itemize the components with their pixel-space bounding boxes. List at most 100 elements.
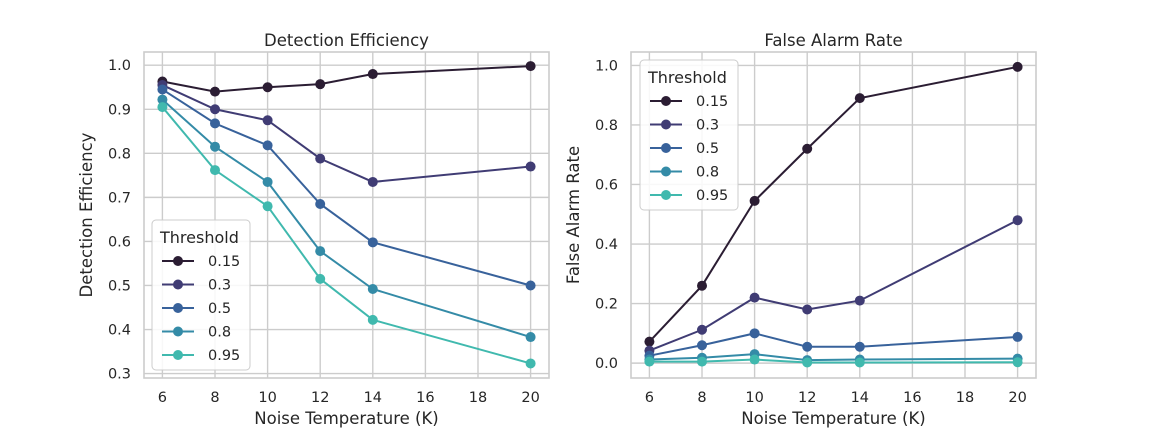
data-point-0.95 <box>749 354 760 365</box>
data-point-0.3 <box>210 104 221 115</box>
legend-label: 0.95 <box>696 188 728 204</box>
data-point-0.15 <box>749 195 760 206</box>
data-point-0.5 <box>315 198 326 209</box>
data-point-0.95 <box>157 102 168 113</box>
legend-marker <box>173 350 183 360</box>
data-point-0.95 <box>697 356 708 367</box>
data-point-0.3 <box>802 304 813 315</box>
y-axis-label: False Alarm Rate <box>564 146 583 284</box>
data-point-0.5 <box>802 341 813 352</box>
series-line-0.15 <box>648 65 1018 343</box>
series-line-0.8 <box>649 353 1018 362</box>
x-tick-label: 6 <box>645 390 654 406</box>
legend-label: 0.95 <box>208 348 240 364</box>
legend-marker <box>173 303 183 313</box>
legend-label: 0.15 <box>696 94 728 110</box>
y-tick-label: 0.2 <box>595 297 618 313</box>
legend-marker <box>661 190 671 200</box>
data-point-0.8 <box>367 284 378 295</box>
series-line-0.95 <box>161 106 531 365</box>
legend-label: 0.5 <box>208 301 231 317</box>
data-point-0.8 <box>525 332 536 343</box>
x-axis-label: Noise Temperature (K) <box>254 409 438 428</box>
x-tick-label: 18 <box>956 390 974 406</box>
x-tick-label: 20 <box>521 390 539 406</box>
y-tick-label: 0.8 <box>595 118 618 134</box>
chart-title: Detection Efficiency <box>264 31 429 50</box>
x-tick-label: 8 <box>697 390 706 406</box>
data-point-0.3 <box>525 161 536 172</box>
x-tick-label: 12 <box>311 390 329 406</box>
legend-marker <box>661 143 671 153</box>
x-tick-label: 18 <box>469 390 487 406</box>
data-point-0.5 <box>210 118 221 129</box>
x-tick-label: 10 <box>745 390 763 406</box>
x-tick-label: 14 <box>364 390 382 406</box>
y-tick-label: 0.6 <box>108 234 131 250</box>
y-axis-label: Detection Efficiency <box>77 132 96 297</box>
data-point-0.3 <box>367 176 378 187</box>
chart-title: False Alarm Rate <box>764 31 902 50</box>
legend-marker <box>173 326 183 337</box>
legend-label: 0.3 <box>208 278 231 294</box>
y-tick-label: 1.0 <box>108 58 131 74</box>
x-tick-label: 10 <box>258 390 276 406</box>
series-line-0.5 <box>649 332 1018 357</box>
plot-frame <box>143 51 550 379</box>
data-point-0.3 <box>315 153 326 164</box>
legend-marker <box>173 279 183 290</box>
data-point-0.3 <box>697 324 708 335</box>
data-point-0.5 <box>262 140 273 151</box>
x-tick-label: 16 <box>416 390 434 406</box>
chart-2: 6 8 10 12 14 16 18 20 0.0 0.2 0.4 0.6 0.8 1.0 False Al… <box>564 31 1037 428</box>
y-tick-label: 0.5 <box>108 278 131 294</box>
data-point-0.15 <box>210 86 221 97</box>
series-line-0.3 <box>649 219 1019 352</box>
data-point-0.5 <box>157 84 168 95</box>
legend-label: 0.8 <box>208 325 231 341</box>
data-point-0.5 <box>854 341 865 352</box>
x-tick-label: 20 <box>1008 390 1026 406</box>
legend-label: 0.5 <box>696 141 719 157</box>
x-tick-label: 12 <box>798 390 816 406</box>
y-tick-label: 0.4 <box>108 323 131 339</box>
series-line-0.3 <box>161 84 531 183</box>
legend-marker <box>173 256 183 266</box>
x-tick-label: 8 <box>210 390 219 406</box>
y-tick-label: 0.6 <box>595 177 618 193</box>
x-tick-label: 6 <box>158 390 167 406</box>
x-tick-label: 14 <box>851 390 869 406</box>
data-point-0.15 <box>697 280 708 291</box>
data-point-0.15 <box>644 336 655 347</box>
plot-frame <box>630 51 1037 379</box>
data-point-0.8 <box>315 246 326 257</box>
data-point-0.3 <box>1012 215 1023 226</box>
data-point-0.95 <box>1012 357 1023 368</box>
chart-1: 6 8 10 12 14 16 18 20 0.3 0.4 0.5 0.6 0.7 0.8 0.9 1.0 De… <box>77 31 550 428</box>
legend-marker <box>661 166 671 177</box>
series-line-0.15 <box>162 65 531 93</box>
data-point-0.5 <box>697 340 708 351</box>
data-point-0.3 <box>749 292 760 303</box>
data-point-0.15 <box>315 79 326 90</box>
legend-marker <box>661 96 671 106</box>
data-point-0.8 <box>262 176 273 187</box>
data-point-0.5 <box>525 280 536 291</box>
data-point-0.8 <box>210 141 221 152</box>
y-tick-label: 0.3 <box>108 367 131 383</box>
data-point-0.95 <box>367 314 378 325</box>
y-tick-label: 0.0 <box>595 356 618 372</box>
series-line-0.95 <box>649 358 1018 364</box>
legend-title: Threshold <box>647 68 727 87</box>
legend-label: 0.3 <box>696 118 719 134</box>
legend: Threshold 0.15 0.3 0.5 0.8 0.95 <box>151 219 251 371</box>
x-axis-label: Noise Temperature (K) <box>741 409 925 428</box>
data-point-0.95 <box>210 165 221 176</box>
legend: Threshold 0.15 0.3 0.5 0.8 0.95 <box>639 59 739 211</box>
x-tick-label: 16 <box>903 390 921 406</box>
data-point-0.3 <box>854 295 865 306</box>
data-point-0.95 <box>802 357 813 368</box>
data-point-0.5 <box>1012 331 1023 342</box>
data-point-0.3 <box>262 115 273 126</box>
